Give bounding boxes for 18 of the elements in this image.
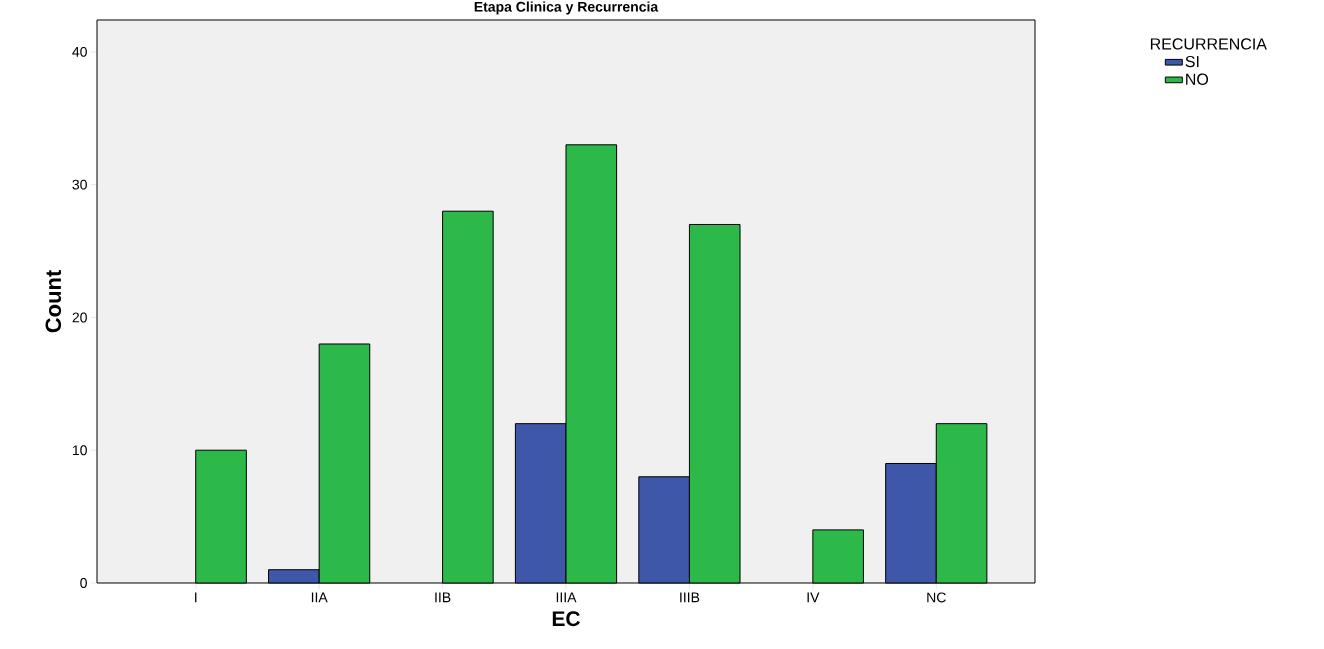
x-tick-label: IIB [435,592,451,603]
legend-label: NO [1186,73,1209,85]
x-tick-label: IIIA [556,592,577,603]
x-tick-label: NC [927,592,946,603]
legend-title: RECURRENCIA [1150,38,1267,50]
legend-label: SI [1185,55,1199,68]
y-axis-title: Count [45,269,62,333]
x-tick-label: IIIB [680,592,700,603]
y-tick-label: 30 [72,179,87,190]
x-axis-title: EC [552,611,581,627]
y-tick-label: 40 [72,46,87,57]
x-tick-label: IV [807,592,820,603]
chart-title: Etapa Clinica y Recurrencia [474,1,659,15]
y-tick-label: 20 [72,312,87,323]
y-tick-label: 10 [72,445,87,456]
x-tick-label: I [195,592,197,603]
y-tick-label: 0 [80,578,87,588]
x-tick-label: IIA [311,592,328,603]
